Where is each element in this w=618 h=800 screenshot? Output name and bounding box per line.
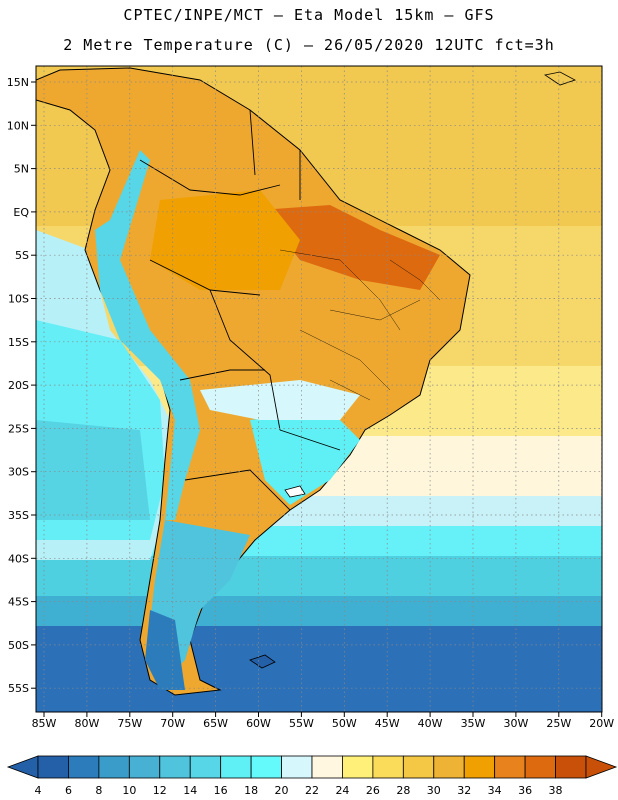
lon-tick-label: 50W — [332, 717, 357, 730]
mild-region-southeast — [200, 380, 360, 420]
colorbar-swatch — [220, 755, 252, 779]
lat-tick-label: 25S — [8, 422, 29, 435]
colorbar-swatch — [128, 755, 161, 779]
lat-tick-label: EQ — [13, 206, 29, 219]
lat-tick-label: 20S — [8, 379, 29, 392]
lat-tick-label: 5N — [14, 163, 29, 176]
colorbar-label: 18 — [244, 784, 259, 797]
colorbar-high-arrow — [585, 755, 618, 779]
warm-region-northeast — [260, 205, 440, 290]
colorbar-label: 12 — [152, 784, 167, 797]
falkland-islands — [249, 654, 276, 669]
colorbar-label: 10 — [122, 784, 137, 797]
state-borders — [279, 249, 441, 401]
lat-tick-label: 45S — [8, 596, 29, 609]
colorbar-swatch — [98, 755, 130, 779]
lat-tick-label: 40S — [8, 552, 29, 565]
colorbar-swatch — [372, 755, 404, 779]
colorbar-label: 6 — [64, 784, 72, 797]
lon-tick-label: 80W — [74, 717, 99, 730]
colorbar-swatch — [159, 755, 191, 779]
map-frame — [35, 65, 603, 713]
colorbar-swatch — [37, 755, 69, 779]
colorbar-swatch — [281, 755, 313, 779]
chart-title-line-2: 2 Metre Temperature (C) – 26/05/2020 12U… — [63, 36, 555, 54]
colorbar-swatch — [311, 755, 343, 779]
colorbar-swatch — [250, 755, 282, 779]
field-band-cyan-3 — [36, 556, 602, 596]
colorbar-label: 16 — [213, 784, 228, 797]
lat-tick-label: 15S — [8, 336, 29, 349]
colorbar-label: 24 — [335, 784, 350, 797]
colorbar-label: 22 — [305, 784, 319, 797]
colorbar-label: 30 — [426, 784, 441, 797]
lat-tick-label: 50S — [8, 639, 29, 652]
colorbar-swatch — [68, 755, 100, 779]
axis-ticks: 85W 80W 75W 70W 65W 60W 55W 50W 45W 40W 35W 30W 25W 2… — [7, 76, 614, 730]
colorbar-swatch — [433, 755, 465, 779]
colorbar-swatch — [524, 755, 556, 779]
colorbar — [6, 755, 618, 779]
andes-cold-streak — [95, 150, 200, 520]
field-band-blue-2 — [36, 626, 602, 712]
cool-region-south-brazil — [250, 410, 360, 505]
colorbar-label: 26 — [365, 784, 380, 797]
lat-tick-label: 10S — [8, 293, 29, 306]
colorbar-label: 28 — [396, 784, 411, 797]
lon-tick-label: 60W — [246, 717, 271, 730]
chart-title-line-1: CPTEC/INPE/MCT – Eta Model 15km – GFS — [123, 6, 495, 24]
colorbar-label: 36 — [518, 784, 533, 797]
lat-tick-label: 15N — [7, 76, 29, 89]
colorbar-label: 38 — [548, 784, 563, 797]
lat-tick-label: 10N — [7, 119, 29, 132]
lon-tick-label: 30W — [503, 717, 528, 730]
country-borders — [139, 109, 341, 511]
warm-region-amazon — [150, 190, 300, 290]
lagoon-south-brazil — [284, 485, 306, 498]
lat-tick-label: 5S — [15, 249, 29, 262]
colorbar-swatch — [342, 755, 374, 779]
lon-tick-label: 85W — [32, 717, 57, 730]
lon-tick-label: 65W — [203, 717, 228, 730]
lon-tick-label: 40W — [418, 717, 443, 730]
colorbar-label: 32 — [457, 784, 472, 797]
colorbar-swatch — [463, 755, 496, 779]
lon-tick-label: 45W — [375, 717, 400, 730]
lat-tick-label: 55S — [8, 682, 29, 695]
lon-tick-label: 20W — [589, 717, 614, 730]
colorbar-swatch — [402, 755, 435, 779]
lon-tick-label: 70W — [160, 717, 185, 730]
colorbar-low-arrow — [6, 755, 39, 779]
colorbar-swatch — [189, 755, 222, 779]
pacific-mid-water — [36, 420, 150, 520]
lat-tick-label: 35S — [8, 509, 29, 522]
colorbar-swatch — [494, 755, 526, 779]
colorbar-label: 4 — [34, 784, 42, 797]
colorbar-label: 14 — [183, 784, 198, 797]
colorbar-swatch — [555, 755, 587, 779]
colorbar-label: 20 — [274, 784, 289, 797]
lon-tick-label: 55W — [289, 717, 314, 730]
colorbar-label: 34 — [487, 784, 502, 797]
cold-region-southern-tip — [145, 610, 185, 690]
lon-tick-label: 35W — [461, 717, 486, 730]
lat-tick-label: 30S — [8, 466, 29, 479]
lon-tick-label: 75W — [117, 717, 142, 730]
lon-tick-label: 25W — [546, 717, 571, 730]
colorbar-label: 8 — [95, 784, 103, 797]
field-band-blue-1 — [36, 596, 602, 626]
